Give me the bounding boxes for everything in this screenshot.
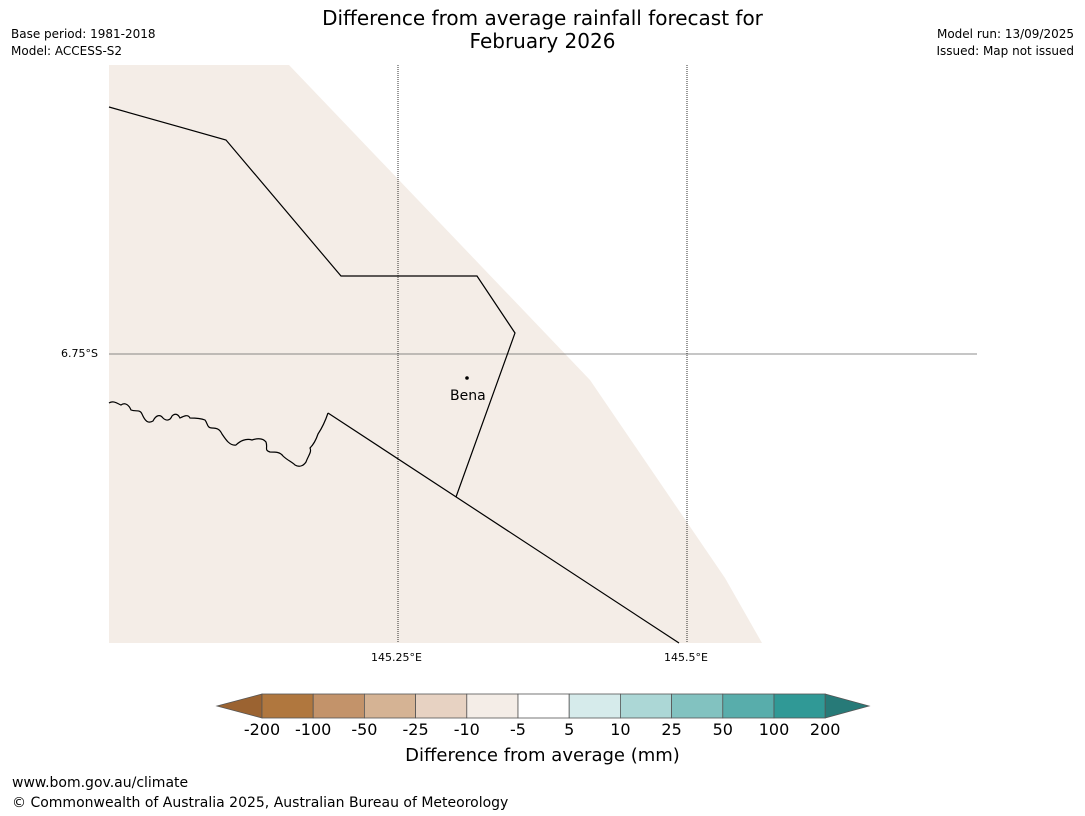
colorbar-segment (722, 693, 775, 719)
title-line-1: Difference from average rainfall forecas… (322, 6, 763, 30)
colorbar-segment (363, 693, 416, 719)
colorbar-segment (261, 693, 314, 719)
footer-url[interactable]: www.bom.gov.au/climate (12, 775, 189, 791)
colorbar-tick-label: -100 (295, 720, 332, 739)
colorbar-segment (415, 693, 468, 719)
longitude-label-145-5: 145.5°E (664, 651, 708, 664)
colorbar-tick-label: 10 (610, 720, 631, 739)
colorbar-tick-label: 100 (758, 720, 790, 739)
place-label: Bena (450, 388, 486, 404)
colorbar-tick-label: -50 (351, 720, 378, 739)
colorbar-segment (312, 693, 365, 719)
model-name: Model: ACCESS-S2 (11, 44, 123, 58)
latitude-label: 6.75°S (61, 347, 98, 360)
colorbar-tick-label: -25 (402, 720, 429, 739)
colorbar-segment (568, 693, 621, 719)
river-line (108, 401, 329, 467)
colorbar-segment (517, 693, 570, 719)
colorbar-tick-label: -5 (510, 720, 526, 739)
title-line-2: February 2026 (469, 29, 616, 53)
colorbar-segment (620, 693, 673, 719)
colorbar-tick-label: 5 (564, 720, 575, 739)
colorbar-tick-label: 25 (661, 720, 682, 739)
longitude-label-145-25: 145.25°E (371, 651, 422, 664)
model-run: Model run: 13/09/2025 (936, 27, 1074, 41)
boundary-line-north (108, 106, 516, 498)
bena-marker (465, 376, 469, 380)
colorbar-tick-label: -10 (453, 720, 480, 739)
colorbar-segment (773, 693, 826, 719)
footer-copyright: © Commonwealth of Australia 2025, Austra… (12, 795, 509, 811)
page-title: Difference from average rainfall forecas… (0, 7, 1085, 53)
boundary-line-south (327, 412, 680, 644)
colorbar-extend-high (824, 693, 871, 719)
colorbar-tick-label: -200 (243, 720, 281, 739)
colorbar-segment (466, 693, 519, 719)
issued-status: Issued: Map not issued (936, 44, 1074, 58)
colorbar-extend-low (215, 693, 263, 719)
colorbar-label: Difference from average (mm) (405, 745, 680, 766)
base-period: Base period: 1981-2018 (11, 27, 156, 41)
colorbar-tick-label: 50 (712, 720, 733, 739)
colorbar-segment (671, 693, 724, 719)
colorbar-tick-label: 200 (809, 720, 841, 739)
